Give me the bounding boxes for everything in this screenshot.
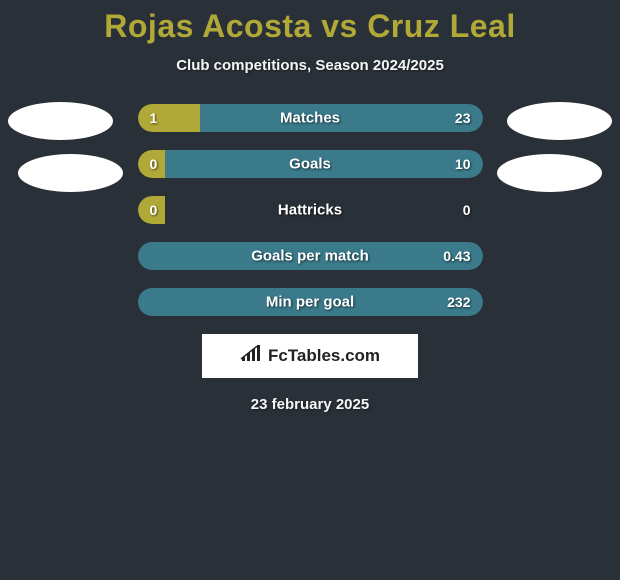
stat-label: Goals per match [138,248,483,265]
stat-bars: 1 Matches 23 0 Goals 10 0 Hattricks 0 [138,104,483,316]
player1-avatar-bottom [18,154,123,192]
stat-right-value: 10 [455,156,471,172]
stat-row: Min per goal 232 [138,288,483,316]
stat-label: Min per goal [138,294,483,311]
logo-box: FcTables.com [202,334,418,378]
stat-right-value: 0 [463,202,471,218]
bar-chart-icon [240,345,262,368]
player2-avatar-bottom [497,154,602,192]
subtitle: Club competitions, Season 2024/2025 [0,57,620,74]
stat-label: Hattricks [138,202,483,219]
stat-row: 0 Goals 10 [138,150,483,178]
date: 23 february 2025 [0,396,620,413]
stat-label: Matches [138,110,483,127]
stat-row: Goals per match 0.43 [138,242,483,270]
player2-avatar-top [507,102,612,140]
stat-right-value: 0.43 [443,248,470,264]
stat-row: 0 Hattricks 0 [138,196,483,224]
stat-right-value: 23 [455,110,471,126]
title: Rojas Acosta vs Cruz Leal [0,8,620,45]
stat-right-value: 232 [447,294,470,310]
logo: FcTables.com [240,345,380,368]
stat-row: 1 Matches 23 [138,104,483,132]
player1-avatar-top [8,102,113,140]
comparison-card: Rojas Acosta vs Cruz Leal Club competiti… [0,0,620,413]
logo-text: FcTables.com [268,346,380,366]
chart-area: 1 Matches 23 0 Goals 10 0 Hattricks 0 [0,104,620,413]
stat-label: Goals [138,156,483,173]
